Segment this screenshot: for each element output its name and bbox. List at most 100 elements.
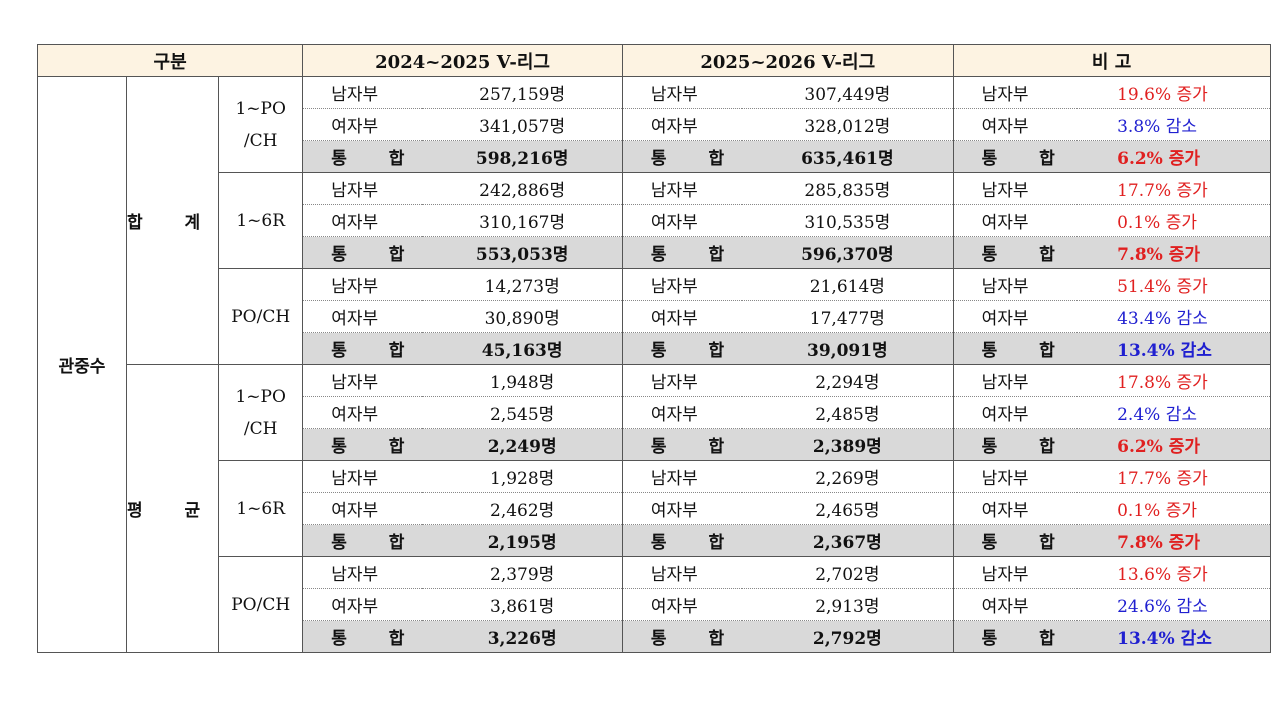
type-curr: 통 합 — [622, 524, 743, 557]
table-row: 1~6R 남자부 242,886명 남자부 285,835명 남자부 17.7% 증가 — [38, 172, 1271, 269]
table-row: PO/CH 남자부 2,379명 남자부 2,702명 남자부 13.6% 증가 — [38, 556, 1271, 653]
value-prev: 30,890명 — [422, 300, 623, 333]
value-curr: 17,477명 — [742, 300, 954, 333]
change-value: 43.4% 감소 — [1077, 300, 1271, 333]
value-curr: 328,012명 — [742, 108, 954, 141]
type-curr: 통 합 — [622, 428, 743, 461]
type-remark: 통 합 — [953, 332, 1078, 365]
value-prev: 2,249명 — [422, 428, 623, 461]
value-prev: 242,886명 — [422, 172, 623, 205]
type-prev: 남자부 — [302, 364, 423, 397]
type-remark: 여자부 — [953, 492, 1078, 525]
total-row: 통 합 2,249명 통 합 2,389명 통 합 6.2% 증가 — [38, 428, 1271, 461]
change-value: 6.2% 증가 — [1077, 140, 1271, 173]
type-remark: 여자부 — [953, 108, 1078, 141]
value-prev: 2,462명 — [422, 492, 623, 525]
type-curr: 남자부 — [622, 172, 743, 205]
change-value: 17.7% 증가 — [1077, 172, 1271, 205]
change-value: 19.6% 증가 — [1077, 76, 1271, 109]
header-season-curr: 2025~2026 V-리그 — [621, 44, 954, 77]
type-curr: 여자부 — [622, 300, 743, 333]
type-prev: 여자부 — [302, 588, 423, 621]
total-row: 통 합 45,163명 통 합 39,091명 통 합 13.4% 감소 — [38, 332, 1271, 365]
type-prev: 여자부 — [302, 492, 423, 525]
value-prev: 3,226명 — [422, 620, 623, 653]
table-row: 여자부 3,861명 여자부 2,913명 여자부 24.6% 감소 — [38, 588, 1271, 621]
type-prev: 남자부 — [302, 556, 423, 589]
value-prev: 341,057명 — [422, 108, 623, 141]
value-prev: 598,216명 — [422, 140, 623, 173]
value-prev: 14,273명 — [422, 268, 623, 301]
type-curr: 남자부 — [622, 556, 743, 589]
type-prev: 통 합 — [302, 524, 423, 557]
segment-label-line: 1~6R — [236, 498, 286, 519]
type-curr: 통 합 — [622, 332, 743, 365]
type-remark: 통 합 — [953, 428, 1078, 461]
type-curr: 여자부 — [622, 108, 743, 141]
change-value: 3.8% 감소 — [1077, 108, 1271, 141]
type-curr: 남자부 — [622, 364, 743, 397]
value-curr: 2,294명 — [742, 364, 954, 397]
change-value: 17.7% 증가 — [1077, 460, 1271, 493]
header-season-prev: 2024~2025 V-리그 — [302, 44, 623, 77]
table-row: 여자부 341,057명 여자부 328,012명 여자부 3.8% 감소 — [38, 108, 1271, 141]
segment-label: 1~6R — [218, 460, 304, 557]
segment-label-line: 1~PO — [235, 98, 286, 119]
type-curr: 남자부 — [622, 76, 743, 109]
table-row: 여자부 30,890명 여자부 17,477명 여자부 43.4% 감소 — [38, 300, 1271, 333]
value-prev: 45,163명 — [422, 332, 623, 365]
table-row: 여자부 2,545명 여자부 2,485명 여자부 2.4% 감소 — [38, 396, 1271, 429]
type-remark: 남자부 — [953, 172, 1078, 205]
type-remark: 통 합 — [953, 236, 1078, 269]
type-prev: 남자부 — [302, 76, 423, 109]
type-prev: 통 합 — [302, 332, 423, 365]
value-curr: 285,835명 — [742, 172, 954, 205]
change-value: 17.8% 증가 — [1077, 364, 1271, 397]
type-remark: 여자부 — [953, 300, 1078, 333]
value-curr: 635,461명 — [742, 140, 954, 173]
value-curr: 2,465명 — [742, 492, 954, 525]
segment-label: PO/CH — [218, 268, 304, 365]
change-value: 0.1% 증가 — [1077, 492, 1271, 525]
type-curr: 통 합 — [622, 620, 743, 653]
segment-label-line: /CH — [243, 130, 278, 151]
total-row: 통 합 3,226명 통 합 2,792명 통 합 13.4% 감소 — [38, 620, 1271, 653]
value-prev: 2,545명 — [422, 396, 623, 429]
type-remark: 여자부 — [953, 396, 1078, 429]
type-remark: 여자부 — [953, 588, 1078, 621]
change-value: 24.6% 감소 — [1077, 588, 1271, 621]
type-curr: 통 합 — [622, 140, 743, 173]
type-prev: 여자부 — [302, 300, 423, 333]
value-curr: 2,702명 — [742, 556, 954, 589]
type-curr: 남자부 — [622, 268, 743, 301]
change-value: 13.4% 감소 — [1077, 620, 1271, 653]
table-row: 1~6R 남자부 1,928명 남자부 2,269명 남자부 17.7% 증가 — [38, 460, 1271, 557]
type-remark: 남자부 — [953, 364, 1078, 397]
type-curr: 여자부 — [622, 204, 743, 237]
type-remark: 남자부 — [953, 460, 1078, 493]
value-curr: 2,389명 — [742, 428, 954, 461]
value-curr: 2,792명 — [742, 620, 954, 653]
group-label: 합 계 — [126, 76, 220, 365]
group-label: 평 균 — [126, 364, 220, 653]
header-remarks: 비 고 — [952, 44, 1271, 77]
table-row: 여자부 2,462명 여자부 2,465명 여자부 0.1% 증가 — [38, 492, 1271, 525]
value-curr: 2,269명 — [742, 460, 954, 493]
value-curr: 2,485명 — [742, 396, 954, 429]
value-curr: 39,091명 — [742, 332, 954, 365]
type-remark: 남자부 — [953, 556, 1078, 589]
change-value: 2.4% 감소 — [1077, 396, 1271, 429]
table-row: 평 균 1~PO/CH 남자부 1,948명 남자부 2,294명 남자부 17.8% 증가 — [38, 364, 1271, 653]
type-prev: 남자부 — [302, 172, 423, 205]
type-remark: 남자부 — [953, 76, 1078, 109]
type-prev: 남자부 — [302, 268, 423, 301]
type-remark: 통 합 — [953, 140, 1078, 173]
type-curr: 통 합 — [622, 236, 743, 269]
type-prev: 통 합 — [302, 140, 423, 173]
type-prev: 남자부 — [302, 460, 423, 493]
header-row: 구분 2024~2025 V-리그 2025~2026 V-리그 비 고 — [36, 44, 1271, 77]
type-curr: 여자부 — [622, 492, 743, 525]
segment-label-line: PO/CH — [231, 594, 291, 615]
value-prev: 3,861명 — [422, 588, 623, 621]
type-remark: 통 합 — [953, 620, 1078, 653]
